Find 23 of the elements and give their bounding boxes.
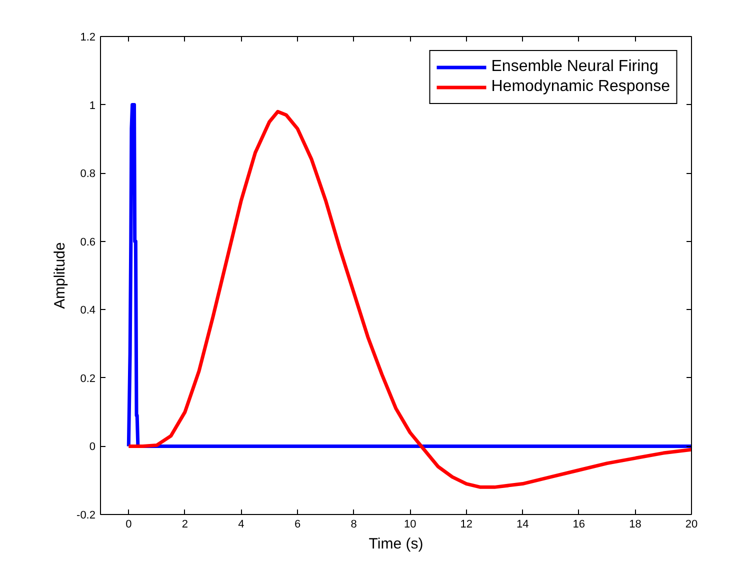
x-tick-label: 18: [629, 518, 642, 530]
x-tick-label: 2: [182, 518, 188, 530]
y-tick-label: -0.2: [76, 510, 96, 522]
y-tick-label: 0: [89, 441, 96, 454]
x-tick-label: 8: [350, 518, 357, 530]
y-tick-label: 1.2: [80, 32, 96, 44]
x-tick-label: 16: [572, 518, 586, 530]
x-axis-title: Time (s): [368, 536, 424, 552]
y-tick-label: 0.4: [80, 304, 96, 317]
y-tick-label: 0.2: [80, 372, 96, 385]
legend-label: Ensemble Neural Firing: [491, 58, 658, 76]
y-tick-label: 1: [89, 100, 96, 112]
x-tick-label: 0: [126, 518, 132, 530]
x-tick-label: 6: [294, 518, 301, 530]
x-tick-label: 12: [460, 518, 472, 530]
x-tick-label: 20: [685, 518, 698, 530]
y-tick-label: 0.6: [80, 236, 96, 248]
y-tick-label: 0.8: [80, 168, 96, 180]
x-tick-label: 14: [516, 518, 529, 530]
x-tick-label: 10: [404, 518, 416, 530]
y-axis-title: Amplitude: [52, 242, 69, 309]
x-tick-label: 4: [238, 518, 244, 530]
legend-label: Hemodynamic Response: [491, 78, 670, 96]
